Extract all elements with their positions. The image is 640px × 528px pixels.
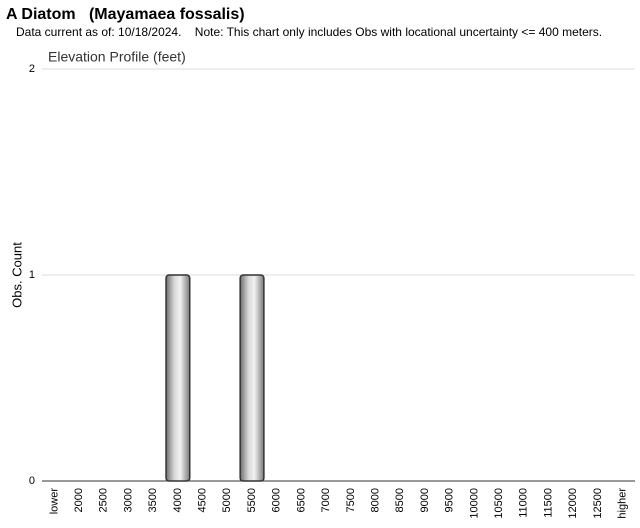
- x-tick-label: lower: [48, 488, 60, 515]
- x-tick-label: 9500: [444, 488, 456, 512]
- bar: [165, 274, 191, 482]
- x-tick-label: 7500: [345, 488, 357, 512]
- plot-title: Elevation Profile (feet): [48, 49, 186, 65]
- x-tick-label: 3000: [122, 488, 134, 512]
- x-tick-label: 6000: [271, 488, 283, 512]
- x-tick-label: 6500: [295, 488, 307, 512]
- x-tick-label: 7000: [320, 488, 332, 512]
- x-tick-label: higher: [617, 488, 629, 519]
- y-tick-label: 2: [29, 63, 35, 75]
- y-tick-label: 1: [29, 269, 35, 281]
- x-tick-label: 3500: [147, 488, 159, 512]
- x-tick-label: 11500: [542, 488, 554, 518]
- y-axis-label: Obs. Count: [9, 242, 24, 308]
- x-tick-label: 12500: [592, 488, 604, 519]
- x-tick-label: 11000: [518, 488, 530, 518]
- x-tick-label: 8500: [394, 488, 406, 512]
- x-tick-label: 10000: [468, 488, 480, 519]
- x-tick-label: 4000: [172, 488, 184, 512]
- x-tick-label: 12000: [567, 488, 579, 519]
- chart-title: A Diatom (Mayamaea fossalis): [6, 6, 245, 23]
- y-tick-label: 0: [29, 475, 35, 487]
- x-tick-label: 5000: [221, 488, 233, 512]
- x-tick-label: 2500: [98, 488, 110, 512]
- x-tick-label: 2000: [73, 488, 85, 512]
- x-tick-label: 5500: [246, 488, 258, 512]
- x-tick-label: 9000: [419, 488, 431, 512]
- chart-subtitle: Data current as of: 10/18/2024. Note: Th…: [16, 25, 602, 39]
- x-tick-label: 4500: [197, 488, 209, 512]
- x-tick-label: 10500: [493, 488, 505, 519]
- x-tick-label: 8000: [369, 488, 381, 512]
- bar: [239, 274, 265, 482]
